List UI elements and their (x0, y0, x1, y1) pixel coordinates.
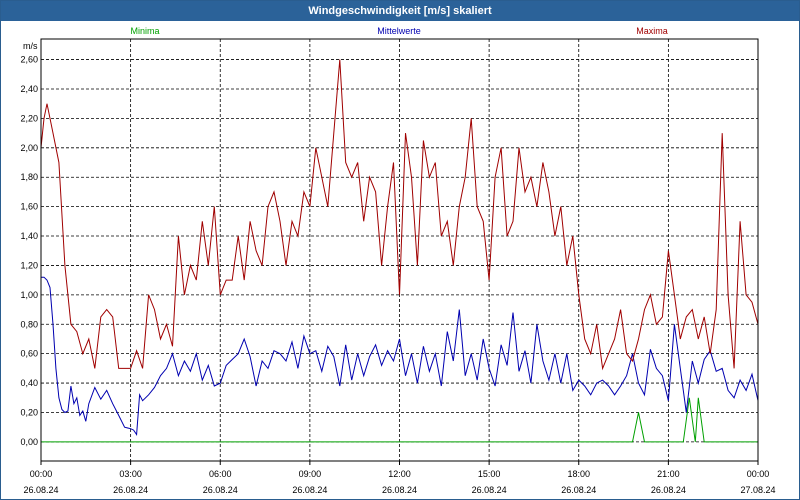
x-tick-time: 00:00 (747, 469, 770, 479)
x-tick-time: 03:00 (119, 469, 142, 479)
y-tick-label: 0,40 (20, 378, 38, 388)
x-tick-date: 27.08.24 (740, 485, 775, 495)
y-tick-label: 2,40 (20, 84, 38, 94)
series-line-mittelwerte (41, 276, 759, 436)
y-tick-label: 0,60 (20, 349, 38, 359)
x-axis-ticks: 00:00 26.08.24 03:00 26.08.24 06:00 26.08.24 0… (23, 461, 776, 495)
y-tick-label: 1,40 (20, 231, 38, 241)
series-layer (40, 59, 759, 443)
y-tick-label: 2,60 (20, 55, 38, 65)
x-tick-date: 26.08.24 (203, 485, 238, 495)
y-tick-label: 0,20 (20, 407, 38, 417)
y-axis-ticks: 0,00 0,20 0,40 0,60 0,80 1,00 1,20 1,40 1,60 1,80… (20, 55, 38, 447)
y-tick-label: 2,20 (20, 113, 38, 123)
title-bar: Windgeschwindigkeit [m/s] skaliert (1, 1, 799, 21)
series-line-minima (41, 397, 758, 443)
x-tick-date: 26.08.24 (561, 485, 596, 495)
x-tick-date: 26.08.24 (651, 485, 686, 495)
legend-minima: Minima (130, 26, 159, 36)
x-tick-date: 26.08.24 (23, 485, 58, 495)
legend-maxima: Maxima (636, 26, 668, 36)
x-tick-time: 09:00 (299, 469, 322, 479)
y-tick-label: 0,00 (20, 437, 38, 447)
x-tick-time: 06:00 (209, 469, 232, 479)
y-tick-label: 1,00 (20, 290, 38, 300)
x-tick-time: 12:00 (388, 469, 411, 479)
x-tick-date: 26.08.24 (382, 485, 417, 495)
series-line-maxima (40, 59, 759, 371)
y-tick-label: 1,80 (20, 172, 38, 182)
x-tick-time: 00:00 (30, 469, 53, 479)
grid-lines (41, 39, 758, 461)
x-tick-date: 26.08.24 (113, 485, 148, 495)
y-tick-label: 1,20 (20, 260, 38, 270)
x-tick-date: 26.08.24 (292, 485, 327, 495)
x-tick-date: 26.08.24 (472, 485, 507, 495)
y-tick-label: 2,00 (20, 143, 38, 153)
legend-mittelwerte: Mittelwerte (377, 26, 421, 36)
y-tick-label: 0,80 (20, 319, 38, 329)
window-title: Windgeschwindigkeit [m/s] skaliert (308, 5, 492, 17)
y-tick-label: 1,60 (20, 202, 38, 212)
y-axis-unit-label: m/s (23, 41, 38, 51)
x-tick-time: 18:00 (567, 469, 590, 479)
x-tick-time: 15:00 (478, 469, 501, 479)
x-tick-time: 21:00 (657, 469, 680, 479)
